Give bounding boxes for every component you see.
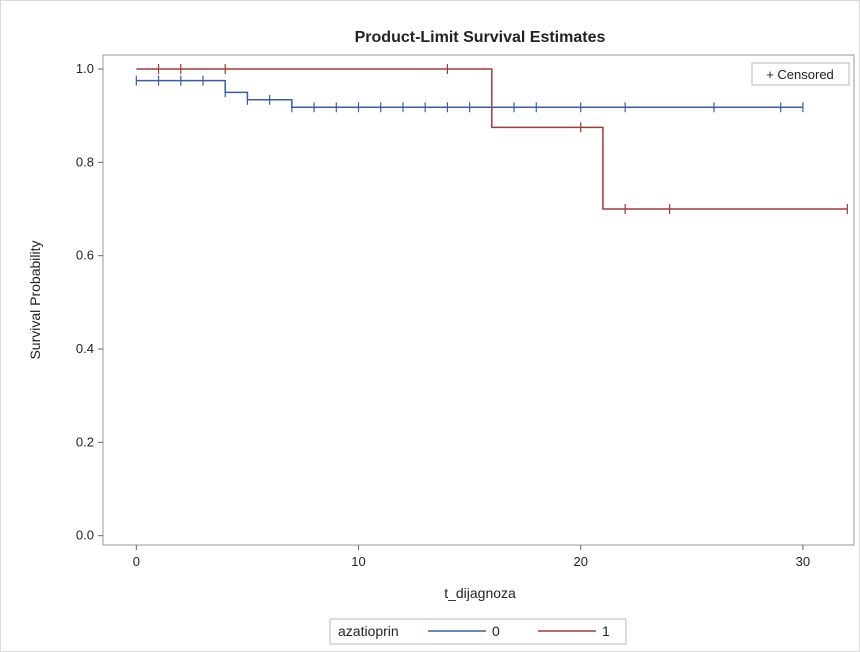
y-tick-label: 0.4 bbox=[76, 341, 94, 356]
x-tick-label: 20 bbox=[573, 554, 587, 569]
censored-key: + Censored bbox=[751, 62, 850, 86]
x-tick-label: 0 bbox=[133, 554, 140, 569]
y-tick-label: 0.6 bbox=[76, 248, 94, 263]
y-axis-label: Survival Probability bbox=[27, 240, 43, 359]
x-axis-label: t_dijagnoza bbox=[444, 585, 516, 601]
legend-label-1: 1 bbox=[602, 623, 610, 639]
x-axis: 0 10 20 30 bbox=[133, 545, 810, 569]
plot-area bbox=[102, 54, 855, 546]
y-axis: 0.0 0.2 0.4 0.6 0.8 1.0 bbox=[76, 61, 103, 543]
censored-key-box bbox=[751, 62, 850, 86]
y-tick-label: 0.8 bbox=[76, 154, 94, 169]
x-tick-label: 30 bbox=[796, 554, 810, 569]
y-tick-label: 0.0 bbox=[76, 528, 94, 543]
censored-key-label: + Censored bbox=[766, 67, 834, 82]
x-tick-label: 10 bbox=[351, 554, 365, 569]
y-tick-label: 0.2 bbox=[76, 434, 94, 449]
series-1-curve bbox=[136, 68, 848, 210]
series-layer bbox=[135, 64, 848, 214]
legend-label-0: 0 bbox=[492, 623, 500, 639]
y-tick-label: 1.0 bbox=[76, 61, 94, 76]
legend-title: azatioprin bbox=[338, 623, 399, 639]
chart-title: Product-Limit Survival Estimates bbox=[355, 29, 606, 46]
